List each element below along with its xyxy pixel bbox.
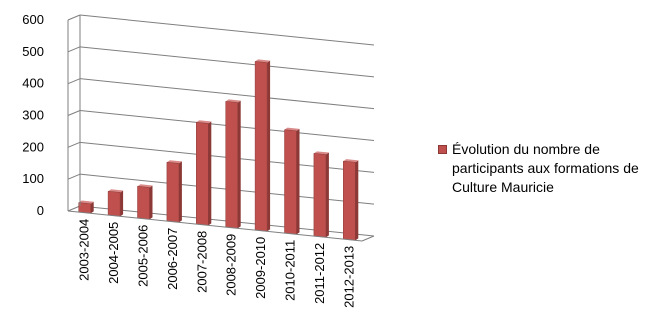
bar-side [208, 121, 212, 226]
bar-side [120, 190, 124, 217]
gridline-depth [67, 173, 81, 180]
x-axis-line [67, 210, 363, 242]
bar [284, 127, 300, 235]
x-tick-label: 2005-2006 [136, 225, 151, 287]
bar [78, 200, 94, 214]
bar-top [78, 200, 94, 204]
gridline-depth [67, 205, 81, 212]
bar-top [343, 159, 359, 163]
bar [166, 160, 182, 223]
bar [254, 59, 271, 232]
gridline-depth [67, 141, 81, 148]
bar [313, 151, 329, 238]
bar-side [267, 60, 271, 232]
bar [225, 99, 241, 229]
x-tick-label: 2012-2013 [341, 246, 356, 308]
bar-top [313, 151, 329, 155]
bar-side [149, 185, 153, 220]
x-tick-label: 2006-2007 [165, 228, 180, 290]
axis-layer: 0 100 200 300 400 500 600 2003-2004 2004-2005 200… [22, 12, 375, 308]
bar-front [313, 153, 327, 238]
y-tick-label: 100 [22, 171, 44, 186]
y-tick-label: 400 [22, 76, 44, 91]
bar [196, 120, 212, 226]
bar-top [137, 184, 153, 188]
bar-top [284, 127, 300, 131]
bar-side [296, 128, 300, 235]
y-tick-label: 500 [22, 44, 44, 59]
x-tick-label: 2008-2009 [224, 234, 239, 296]
legend-label: Évolution du nombre de participants aux … [452, 141, 639, 195]
gridline [79, 46, 375, 78]
gridline [79, 14, 375, 46]
x-tick-label: 2010-2011 [283, 240, 298, 301]
bar-front [166, 161, 180, 223]
bar-front [284, 129, 297, 235]
gridline-depth [67, 14, 81, 21]
bar-top [196, 120, 212, 124]
bar-top [255, 59, 271, 63]
bar-side [237, 100, 241, 229]
gridline-depth [67, 78, 81, 85]
y-tick-label: 0 [37, 203, 44, 218]
bar [137, 184, 153, 220]
x-tick-label: 2004-2005 [106, 222, 121, 284]
gridline [79, 78, 375, 110]
bar-top [108, 189, 124, 193]
gridline-depth [67, 46, 81, 53]
bar-side [178, 161, 182, 223]
bars-layer [78, 59, 359, 241]
bar-side [355, 160, 359, 241]
y-tick-label: 300 [22, 108, 44, 123]
bar-front [196, 121, 209, 226]
bar-front [225, 101, 238, 229]
legend-swatch [438, 145, 447, 154]
x-tick-label: 2007-2008 [194, 231, 209, 293]
x-tick-label: 2009-2010 [253, 237, 268, 299]
bar-top [225, 99, 241, 103]
y-tick-label: 200 [22, 139, 44, 154]
gridline-depth [67, 110, 81, 116]
bar-top [166, 160, 182, 164]
y-tick-label: 600 [22, 12, 44, 27]
bar-front [137, 185, 150, 220]
x-tick-label: 2003-2004 [77, 219, 92, 281]
bar-side [90, 201, 94, 214]
x-tick-label: 2011-2012 [312, 243, 327, 304]
floor-right-edge [361, 235, 375, 242]
bar-side [325, 152, 329, 238]
bar [343, 159, 359, 241]
bar-front [343, 160, 356, 241]
bar-front [107, 190, 121, 217]
bar [107, 189, 124, 217]
bar-front [254, 61, 268, 232]
